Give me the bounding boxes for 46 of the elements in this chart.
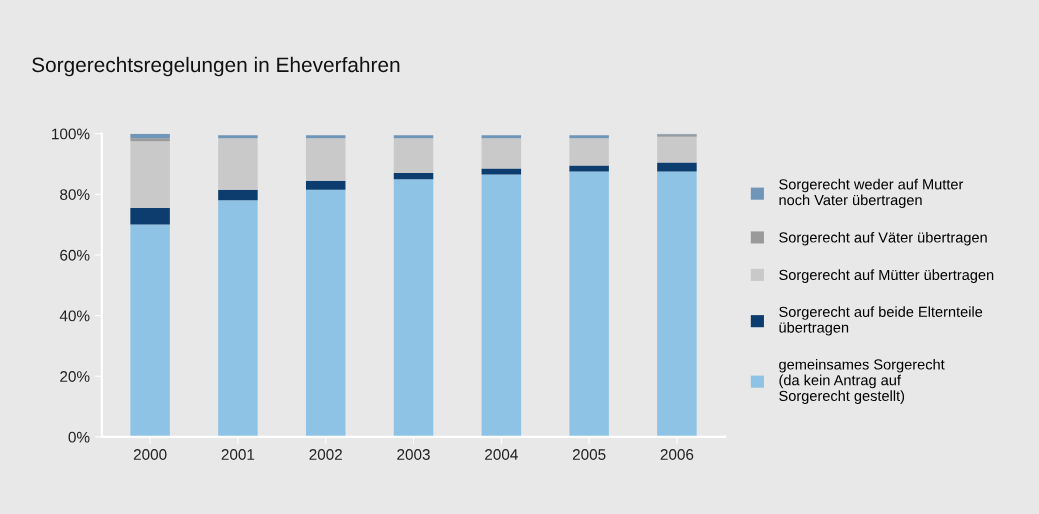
legend-label: Sorgerecht auf Mütter übertragen <box>779 269 994 283</box>
legend-label: gemeinsames Sorgerecht (da kein Antrag auf Sorgerecht gestellt) <box>779 358 945 404</box>
x-tick-label: 2001 <box>221 449 255 460</box>
chart-title: Sorgerechtsregelungen in Eheverfahren <box>32 56 400 77</box>
bar <box>393 179 434 437</box>
bar <box>569 171 609 437</box>
bar <box>130 207 170 225</box>
x-tick-label: 2003 <box>397 449 430 460</box>
y-tick-label: 20% <box>60 371 90 382</box>
bar <box>305 189 346 437</box>
bar <box>305 135 346 139</box>
bar <box>481 135 522 139</box>
bar <box>481 174 522 437</box>
x-tick-label: 2000 <box>133 449 167 460</box>
bar <box>130 138 170 142</box>
y-tick-label: 100% <box>52 128 90 140</box>
bar <box>130 141 170 208</box>
y-tick-label: 40% <box>59 310 90 322</box>
y-tick-label: 60% <box>60 249 90 261</box>
x-tick-label: 2004 <box>485 449 518 460</box>
x-tick-label: 2005 <box>572 449 606 460</box>
bar <box>481 138 522 169</box>
bar <box>657 162 697 172</box>
legend-label: Sorgerecht weder auf Mutter noch Vater übertragen <box>779 178 964 209</box>
bar <box>393 173 434 180</box>
bar <box>130 224 170 437</box>
legend-label: Sorgerecht auf beide Elternteile übertragen <box>779 306 983 336</box>
bar <box>218 138 258 190</box>
bar <box>305 180 346 190</box>
y-tick-label: 80% <box>60 189 90 200</box>
bar <box>393 138 434 174</box>
bar <box>569 135 609 139</box>
bar <box>657 136 697 163</box>
legend-label: Sorgerecht auf Väter übertragen <box>779 231 987 246</box>
bar <box>218 135 258 139</box>
bar <box>569 138 609 166</box>
bar <box>393 135 434 139</box>
bar <box>218 200 258 437</box>
bar <box>569 165 609 172</box>
bar <box>657 171 697 437</box>
x-tick-label: 2002 <box>309 449 342 460</box>
bar <box>218 189 258 201</box>
bar <box>305 138 346 181</box>
y-tick-label: 0% <box>68 431 90 443</box>
x-tick-label: 2006 <box>660 449 694 460</box>
bar <box>481 168 522 175</box>
